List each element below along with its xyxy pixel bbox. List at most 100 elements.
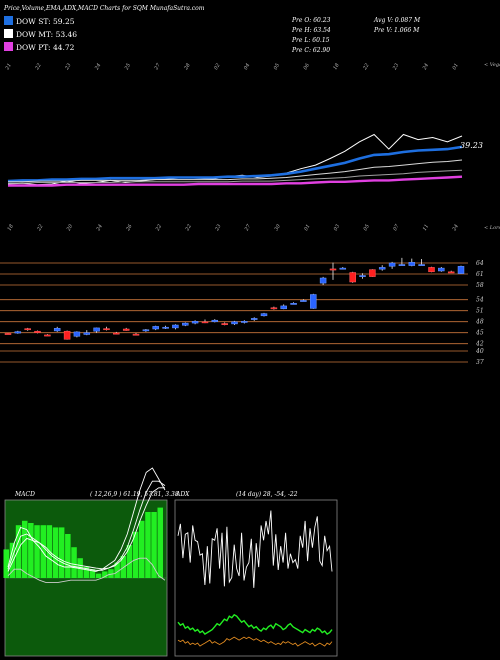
macd-histogram-bar	[151, 512, 157, 578]
macd-histogram-bar	[52, 527, 59, 578]
macd-avg-line	[7, 487, 165, 572]
macd-line	[7, 467, 166, 572]
macd-histogram-bar	[40, 525, 46, 578]
legend-label-st: DOW ST: 59.25	[16, 17, 75, 26]
ema-top-date-label: 22	[362, 62, 371, 71]
macd-histogram-bar	[58, 527, 65, 578]
pre-low: Pre L: 60.15	[292, 37, 330, 44]
macd-signal-line	[7, 480, 166, 571]
price-tick-label: 58	[476, 282, 484, 289]
candle-body	[408, 262, 416, 266]
candle-body	[142, 329, 150, 332]
candle-body	[162, 326, 169, 329]
ema-bottom-date-label: 05	[363, 223, 371, 232]
adx-minus-di-line	[177, 636, 333, 647]
candle-body	[339, 267, 347, 270]
candle-body	[250, 318, 258, 320]
candle-body	[4, 333, 12, 335]
ema-top-date-label: 28	[183, 62, 192, 71]
macd-histogram-bar	[15, 525, 22, 578]
ema-price-label: 39.23	[460, 141, 483, 150]
candle-body	[211, 319, 219, 322]
macd-histogram-bar	[139, 520, 145, 578]
macd-histogram-bar	[34, 525, 40, 578]
price-tick-label: 40	[475, 348, 484, 355]
macd-histogram-bar	[114, 562, 120, 578]
candle-body	[359, 275, 366, 277]
macd-histogram-bar	[132, 531, 139, 578]
candle-body	[310, 294, 317, 309]
candle-body	[83, 332, 91, 335]
adx-plus-di-line	[177, 613, 333, 636]
candle-body	[113, 332, 120, 335]
legend-label-mt: DOW MT: 53.46	[16, 30, 78, 39]
macd-histogram-bar	[3, 549, 9, 578]
candle-body	[172, 324, 179, 329]
candle-body	[14, 331, 22, 334]
price-tick-label: 45	[475, 330, 484, 337]
legend-item-st: DOW ST: 59.25	[4, 16, 75, 26]
ema-bottom-date-label: 30	[274, 223, 283, 232]
ema-top-date-label: 24	[421, 62, 430, 71]
candle-body	[231, 321, 238, 325]
price-tick-label: 61	[476, 271, 484, 278]
macd-histogram-bar	[22, 520, 28, 578]
candle-body	[388, 262, 396, 267]
candle-body	[122, 328, 130, 331]
ema-top-date-label: 01	[452, 62, 460, 71]
candle-body	[93, 327, 100, 332]
macd-histogram-bar	[28, 523, 34, 578]
macd-histogram-bar	[126, 545, 133, 578]
price-tick-label: 51	[476, 308, 484, 315]
ema-top-date-label: 23	[64, 62, 73, 71]
macd-histogram-bar	[65, 534, 71, 578]
candle-body	[369, 269, 376, 277]
price-corner-label: < Lorem	[484, 225, 500, 231]
macd-histogram-bar	[108, 569, 114, 578]
ema-bottom-date-label: 24	[451, 223, 460, 232]
ema-bottom-date-label: 11	[422, 223, 430, 232]
candle-body	[53, 328, 61, 332]
legend-item-mt: DOW MT: 53.46	[4, 29, 77, 39]
ema-top-date-label: 05	[273, 62, 281, 71]
candle-body	[24, 328, 31, 331]
price-tick-label: 48	[475, 319, 484, 326]
pre-volume: Pre V: 1.066 M	[374, 27, 420, 34]
ema-top-date-label: 27	[153, 62, 162, 72]
ema-lt-line	[8, 169, 463, 184]
adx-label: ADX	[175, 491, 190, 498]
candle-body	[329, 268, 337, 271]
chart-title: Price,Volume,EMA,ADX,MACD Charts for SQM…	[4, 5, 205, 12]
candle-body	[428, 267, 435, 273]
macd-histogram-bar	[95, 573, 102, 578]
candle-body	[132, 333, 140, 336]
price-tick-label: 64	[476, 260, 484, 267]
price-tick-label: 42	[475, 341, 484, 348]
macd-histogram-bar	[9, 542, 16, 578]
ema-top-date-label: 06	[303, 62, 312, 71]
candle-body	[44, 334, 51, 337]
candle-body	[152, 326, 159, 330]
ema-top-date-label: 22	[34, 62, 43, 71]
ema-top-date-label: 04	[243, 62, 251, 71]
ema-top-date-label: 25	[123, 62, 132, 71]
candle-body	[63, 330, 71, 340]
candle-body	[260, 313, 268, 317]
ema-bottom-date-label: 27	[243, 223, 252, 233]
ema-bottom-date-label: 24	[95, 223, 104, 232]
macd-label: MACD	[14, 491, 35, 498]
candle-body	[290, 303, 297, 305]
ema-pt-line	[8, 175, 463, 187]
macd-histogram-bar	[145, 512, 151, 578]
candle-body	[191, 321, 199, 324]
ema-bottom-date-label: 01	[303, 223, 311, 232]
macd-histogram-bar	[157, 507, 163, 578]
candle-body	[241, 321, 248, 323]
legend-swatch-mt	[4, 29, 13, 38]
ema-st-line	[7, 145, 463, 183]
ema-bottom-date-label: 22	[154, 223, 163, 232]
candle-body	[418, 264, 425, 266]
price-tick-label: 54	[476, 297, 484, 304]
ema-top-date-label: 18	[332, 62, 340, 71]
